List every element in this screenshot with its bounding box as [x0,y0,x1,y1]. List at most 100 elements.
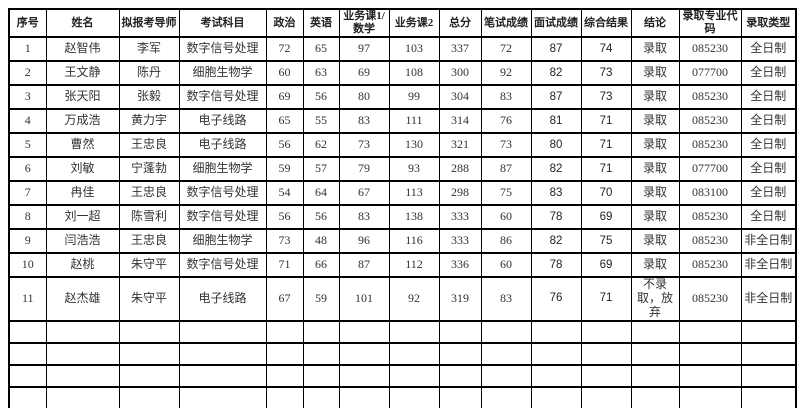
col-header-course1-math: 业务课1/数学 [338,7,390,39]
cell-admission-type: 非全日制 [740,252,797,279]
cell-major-code: 085230 [678,36,742,63]
cell-politics: 71 [265,252,304,279]
cell-major-code: 085230 [678,228,742,255]
cell-course1-math: 80 [338,84,390,111]
cell-politics: 72 [265,36,304,63]
cell-index: 2 [8,60,47,87]
cell-subject: 数字信号处理 [178,252,267,279]
cell-course1-math: 67 [338,180,390,207]
empty-cell-interview-score [530,363,582,388]
cell-interview-score: 87 [530,36,582,63]
cell-overall-result: 73 [580,84,632,111]
cell-politics: 60 [265,60,304,87]
cell-course2: 116 [388,228,440,255]
empty-cell-english [302,319,340,344]
empty-cell-name [45,319,120,344]
cell-advisor: 李军 [118,36,180,63]
cell-major-code: 085230 [678,252,742,279]
cell-written-score: 83 [480,276,532,322]
cell-index: 10 [8,252,47,279]
cell-overall-result: 69 [580,204,632,231]
cell-advisor: 朱守平 [118,252,180,279]
empty-cell-admission-type [740,341,797,366]
empty-cell-major-code [678,385,742,408]
cell-name: 赵杰雄 [45,276,120,322]
col-header-subject: 考试科目 [178,7,267,39]
cell-politics: 73 [265,228,304,255]
cell-course2: 130 [388,132,440,159]
empty-cell-overall-result [580,319,632,344]
cell-conclusion: 录取 [630,204,680,231]
cell-index: 8 [8,204,47,231]
cell-interview-score: 82 [530,228,582,255]
empty-cell-advisor [118,385,180,408]
header-row: 序号 姓名 拟报考导师 考试科目 政治 英语 业务课1/数学 业务课2 总分 笔试成绩 面试成绩 综合… [8,7,797,39]
col-header-interview-score: 面试成绩 [530,7,582,39]
cell-overall-result: 71 [580,108,632,135]
cell-subject: 细胞生物学 [178,60,267,87]
cell-index: 11 [8,276,47,322]
empty-cell-major-code [678,363,742,388]
cell-english: 66 [302,252,340,279]
col-header-course2: 业务课2 [388,7,440,39]
cell-course1-math: 83 [338,204,390,231]
cell-index: 3 [8,84,47,111]
table-row: 11 赵杰雄 朱守平 电子线路 67 59 101 92 319 83 76 71 不录取，放弃 0852… [8,276,797,322]
table-body: 1 赵智伟 李军 数字信号处理 72 65 97 103 337 72 87 74 录取 085230 全日… [8,36,797,408]
cell-subject: 细胞生物学 [178,156,267,183]
col-header-admission-type: 录取类型 [740,7,797,39]
empty-cell-course1-math [338,363,390,388]
empty-cell-politics [265,363,304,388]
empty-cell-course1-math [338,341,390,366]
cell-english: 48 [302,228,340,255]
cell-name: 刘一超 [45,204,120,231]
cell-interview-score: 87 [530,84,582,111]
cell-admission-type: 非全日制 [740,228,797,255]
cell-course2: 138 [388,204,440,231]
cell-total: 300 [438,60,482,87]
empty-cell-name [45,341,120,366]
cell-name: 赵桃 [45,252,120,279]
empty-cell-conclusion [630,319,680,344]
cell-total: 298 [438,180,482,207]
col-header-name: 姓名 [45,7,120,39]
table-row: 10 赵桃 朱守平 数字信号处理 71 66 87 112 336 60 78 69 录取 085230 非… [8,252,797,279]
cell-admission-type: 全日制 [740,156,797,183]
cell-overall-result: 69 [580,252,632,279]
table-row: 8 刘一超 陈雪利 数字信号处理 56 56 83 138 333 60 78 69 录取 085230 全… [8,204,797,231]
empty-cell-index [8,319,47,344]
cell-advisor: 陈丹 [118,60,180,87]
cell-written-score: 76 [480,108,532,135]
cell-advisor: 陈雪利 [118,204,180,231]
cell-subject: 数字信号处理 [178,84,267,111]
empty-cell-index [8,363,47,388]
cell-name: 张天阳 [45,84,120,111]
cell-written-score: 83 [480,84,532,111]
empty-cell-advisor [118,341,180,366]
cell-course2: 113 [388,180,440,207]
cell-conclusion: 录取 [630,228,680,255]
cell-subject: 细胞生物学 [178,228,267,255]
empty-table-row [8,319,797,344]
cell-english: 65 [302,36,340,63]
cell-admission-type: 非全日制 [740,276,797,322]
cell-name: 冉佳 [45,180,120,207]
table-row: 6 刘敏 宁蓬勃 细胞生物学 59 57 79 93 288 87 82 71 录取 077700 全日制 [8,156,797,183]
cell-english: 56 [302,84,340,111]
cell-name: 曹然 [45,132,120,159]
empty-cell-overall-result [580,385,632,408]
cell-course1-math: 97 [338,36,390,63]
empty-cell-politics [265,341,304,366]
cell-interview-score: 82 [530,60,582,87]
empty-cell-name [45,363,120,388]
cell-major-code: 085230 [678,132,742,159]
cell-advisor: 王忠良 [118,228,180,255]
empty-cell-total [438,385,482,408]
table-row: 3 张天阳 张毅 数字信号处理 69 56 80 99 304 83 87 73 录取 085230 全日制 [8,84,797,111]
empty-cell-course2 [388,385,440,408]
cell-admission-type: 全日制 [740,60,797,87]
cell-admission-type: 全日制 [740,108,797,135]
cell-name: 闫浩浩 [45,228,120,255]
col-header-english: 英语 [302,7,340,39]
